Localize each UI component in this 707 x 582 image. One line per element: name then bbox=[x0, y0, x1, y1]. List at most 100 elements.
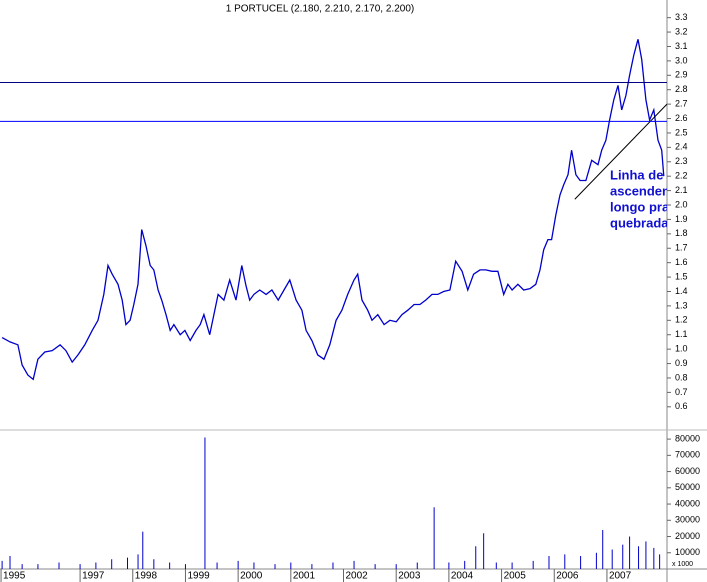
volume-bar bbox=[111, 559, 113, 569]
x-tick-label: 1995 bbox=[3, 571, 26, 582]
y-tick-label: 1.5 bbox=[675, 271, 688, 281]
volume-bar bbox=[79, 564, 81, 569]
volume-bar bbox=[216, 562, 218, 569]
volume-bar bbox=[464, 560, 466, 569]
volume-bar bbox=[95, 562, 97, 569]
volume-bar bbox=[595, 552, 597, 569]
price-line bbox=[1, 39, 665, 381]
x-tick-label: 2003 bbox=[398, 571, 421, 582]
volume-bar bbox=[659, 554, 661, 569]
volume-bar bbox=[416, 562, 418, 569]
volume-bar bbox=[37, 564, 39, 569]
volume-bar bbox=[395, 564, 397, 569]
y-tick-label: 2.8 bbox=[675, 84, 688, 94]
volume-bar bbox=[137, 554, 139, 569]
y-tick-label: 2.2 bbox=[675, 171, 688, 181]
volume-bar bbox=[253, 562, 255, 569]
y-tick-label: 2.5 bbox=[675, 127, 688, 137]
y-tick-label: 2.4 bbox=[675, 142, 688, 152]
annotation: longo pra bbox=[610, 199, 670, 214]
volume-bar bbox=[332, 562, 334, 569]
volume-bar bbox=[495, 562, 497, 569]
y-tick-label: 60000 bbox=[675, 466, 700, 476]
volume-bar bbox=[611, 549, 613, 569]
x-tick-label: 2004 bbox=[451, 571, 474, 582]
volume-bar bbox=[645, 541, 647, 569]
y-tick-label: 70000 bbox=[675, 450, 700, 460]
y-tick-label: 2.3 bbox=[675, 156, 688, 166]
volume-unit: x 1000 bbox=[672, 561, 693, 568]
x-tick-label: 2005 bbox=[504, 571, 527, 582]
volume-bar bbox=[511, 562, 513, 569]
y-tick-label: 30000 bbox=[675, 515, 700, 525]
y-tick-label: 40000 bbox=[675, 498, 700, 508]
volume-bar bbox=[638, 546, 640, 569]
volume-bar bbox=[532, 560, 534, 569]
y-tick-label: 1.2 bbox=[675, 315, 688, 325]
y-tick-label: 1.7 bbox=[675, 243, 688, 253]
y-tick-label: 1.9 bbox=[675, 214, 688, 224]
x-tick-label: 2000 bbox=[240, 571, 263, 582]
y-tick-label: 3.2 bbox=[675, 26, 688, 36]
volume-bar bbox=[353, 560, 355, 569]
y-tick-label: 0.6 bbox=[675, 401, 688, 411]
y-tick-label: 2.1 bbox=[675, 185, 688, 195]
x-tick-label: 1998 bbox=[135, 571, 158, 582]
y-tick-label: 3.3 bbox=[675, 12, 688, 22]
y-tick-label: 10000 bbox=[675, 547, 700, 557]
volume-bar bbox=[448, 562, 450, 569]
y-tick-label: 1.1 bbox=[675, 329, 688, 339]
y-tick-label: 3.1 bbox=[675, 41, 688, 51]
volume-bar bbox=[126, 557, 128, 569]
volume-bar bbox=[622, 544, 624, 569]
y-tick-label: 2.7 bbox=[675, 98, 688, 108]
x-tick-label: 1999 bbox=[187, 571, 210, 582]
volume-bar bbox=[21, 564, 23, 569]
y-tick-label: 50000 bbox=[675, 482, 700, 492]
volume-bar bbox=[237, 560, 239, 569]
y-tick-label: 0.7 bbox=[675, 387, 688, 397]
x-tick-label: 2006 bbox=[556, 571, 579, 582]
volume-bar bbox=[580, 556, 582, 569]
x-tick-label: 2002 bbox=[346, 571, 369, 582]
y-tick-label: 1.3 bbox=[675, 300, 688, 310]
x-tick-label: 2001 bbox=[293, 571, 316, 582]
volume-bar bbox=[153, 559, 155, 569]
volume-bar bbox=[9, 556, 11, 569]
annotation: ascenden bbox=[610, 183, 670, 198]
x-tick-label: 1997 bbox=[82, 571, 105, 582]
volume-bar bbox=[548, 556, 550, 569]
y-tick-label: 1.8 bbox=[675, 228, 688, 238]
y-tick-label: 0.8 bbox=[675, 372, 688, 382]
volume-bar bbox=[142, 531, 144, 569]
volume-bar bbox=[653, 547, 655, 569]
y-tick-label: 1.6 bbox=[675, 257, 688, 267]
y-tick-label: 20000 bbox=[675, 531, 700, 541]
volume-bar bbox=[602, 530, 604, 569]
volume-bar bbox=[629, 536, 631, 569]
y-tick-label: 0.9 bbox=[675, 358, 688, 368]
y-tick-label: 2.9 bbox=[675, 70, 688, 80]
y-tick-label: 1.4 bbox=[675, 286, 688, 296]
volume-bar bbox=[274, 564, 276, 569]
volume-bar bbox=[311, 564, 313, 569]
volume-bar bbox=[169, 562, 171, 569]
x-tick-label: 2007 bbox=[609, 571, 632, 582]
volume-bar bbox=[290, 562, 292, 569]
volume-bar bbox=[433, 507, 435, 569]
annotation: quebrada bbox=[610, 215, 669, 230]
annotation: Linha de bbox=[610, 167, 663, 182]
volume-bar bbox=[483, 533, 485, 569]
chart-title: 1 PORTUCEL (2.180, 2.210, 2.170, 2.200) bbox=[226, 4, 414, 15]
y-tick-label: 2.6 bbox=[675, 113, 688, 123]
volume-bar bbox=[374, 564, 376, 569]
volume-bar bbox=[58, 562, 60, 569]
trend-line bbox=[574, 103, 667, 200]
y-tick-label: 1.0 bbox=[675, 344, 688, 354]
volume-bar bbox=[184, 564, 186, 569]
y-tick-label: 2.0 bbox=[675, 199, 688, 209]
volume-bar bbox=[1, 560, 3, 569]
